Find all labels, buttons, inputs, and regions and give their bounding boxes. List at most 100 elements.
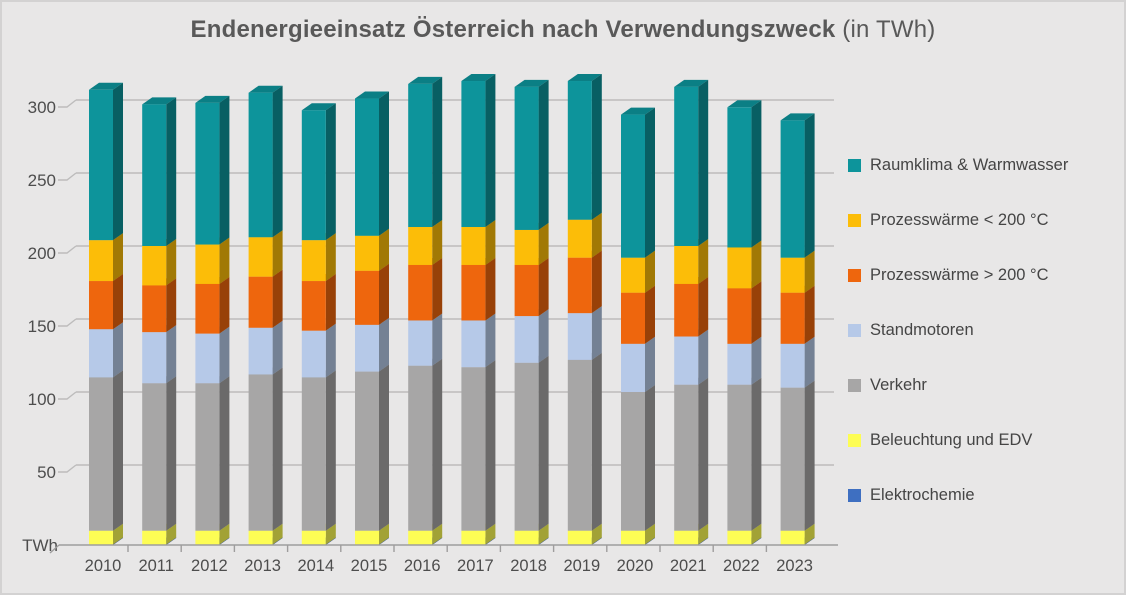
bar-segment-side (804, 336, 815, 388)
bar-segment (301, 110, 326, 241)
bar-segment-side (645, 537, 655, 545)
y-axis-tick (58, 172, 77, 181)
bar-segment-side (698, 276, 709, 337)
y-axis-label: 50 (37, 463, 56, 482)
bar-segment (674, 384, 699, 531)
bar-segment (355, 98, 379, 236)
y-axis-label: 250 (28, 171, 56, 190)
bar-segment-top (301, 103, 336, 111)
bar-segment-side (166, 376, 177, 531)
bar-segment (567, 81, 592, 220)
bar-segment-side (751, 281, 762, 344)
x-axis-label: 2015 (351, 557, 388, 575)
bar-segment-side (379, 263, 389, 325)
bar-segment (727, 384, 752, 531)
bar-segment-side (698, 537, 709, 545)
bar-segment (621, 343, 645, 392)
bar-segment (727, 530, 752, 545)
legend-label: Beleuchtung und EDV (870, 430, 1033, 449)
bar-segment (408, 83, 433, 228)
bar-segment (142, 285, 167, 333)
bar-segment (195, 530, 220, 545)
bar-segment (674, 86, 699, 246)
bar-segment-side (219, 237, 230, 284)
bar-segment-side (432, 220, 443, 265)
legend-item: Standmotoren (848, 317, 974, 343)
x-axis-origin-tick (49, 544, 60, 554)
bar-segment-side (751, 537, 762, 545)
bar-segment (301, 281, 326, 331)
bar-segment-side (432, 76, 443, 228)
chart-title-unit: (in TWh) (842, 16, 936, 43)
bar-segment-side (219, 376, 230, 531)
bar-segment (89, 89, 113, 241)
bar-segment-side (645, 250, 655, 293)
y-axis-tick (58, 99, 77, 108)
bar-segment-side (645, 336, 655, 392)
bar-segment-side (538, 309, 549, 363)
bar-segment-side (751, 523, 762, 545)
bar-segment-side (751, 377, 762, 531)
bar-segment (461, 530, 486, 545)
legend-swatch (848, 268, 861, 282)
bar-segment (780, 530, 805, 545)
bar-segment-side (804, 113, 815, 258)
bar-segment-side (591, 537, 602, 545)
legend-label: Standmotoren (870, 320, 974, 339)
x-axis-label: 2014 (297, 557, 334, 575)
bar-segment-side (485, 220, 496, 265)
bar-segment-side (219, 326, 230, 384)
legend-label: Raumklima & Warmwasser (870, 155, 1069, 174)
y-axis-tick (58, 464, 77, 473)
bar-segment-top (355, 91, 389, 99)
bar-segment (89, 329, 113, 378)
y-axis-label: 100 (28, 390, 56, 409)
bar-segment (248, 374, 273, 531)
y-axis-label: 300 (28, 98, 56, 117)
bar-segment (408, 227, 433, 265)
legend-item: Elektrochemie (848, 482, 975, 508)
bar-segment (408, 530, 433, 545)
bar-segment (514, 362, 539, 531)
bar-segment-side (591, 523, 602, 545)
bar-segment-side (432, 358, 443, 531)
bar-segment-side (645, 523, 655, 545)
bar-segment-side (485, 313, 496, 368)
bar-segment (408, 365, 433, 531)
bar-segment (195, 244, 220, 284)
bar-segment-side (432, 313, 443, 366)
bar-segment-side (325, 323, 336, 378)
bar-segment-side (645, 107, 655, 258)
bar-segment-side (804, 537, 815, 545)
bar-segment-side (538, 257, 549, 317)
bar-segment-top (727, 100, 762, 108)
bar-segment-side (751, 336, 762, 385)
bar-segment-side (485, 537, 496, 545)
bar-segment-side (166, 278, 177, 333)
x-axis-label: 2021 (670, 557, 707, 575)
bar-segment-top (142, 97, 177, 105)
bar-segment-side (485, 360, 496, 531)
bar-segment-top (89, 82, 123, 90)
bar-segment (142, 530, 167, 545)
bar-segment (461, 367, 486, 531)
bar-segment-side (804, 380, 815, 531)
bar-segment (248, 276, 273, 328)
bar-segment-side (485, 523, 496, 545)
bar-segment-side (166, 97, 177, 246)
x-axis-label: 2016 (404, 557, 441, 575)
bar-segment-side (698, 523, 709, 545)
bar-segment (461, 320, 486, 368)
legend-swatch (848, 323, 861, 337)
bar-segment-top (461, 74, 496, 82)
bar-segment (567, 313, 592, 360)
bar-segment-side (645, 285, 655, 344)
bar-segment-top (195, 95, 230, 103)
bar-segment (621, 530, 645, 545)
bar-segment-side (272, 85, 283, 238)
bar-segment-top (674, 79, 709, 87)
bar-segment (514, 86, 539, 230)
bar-segment-side (591, 352, 602, 531)
legend-swatch (848, 488, 861, 502)
